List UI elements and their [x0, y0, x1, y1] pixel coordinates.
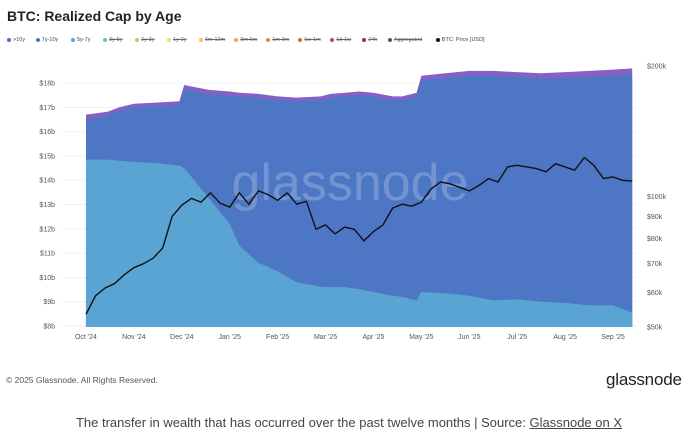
legend-label: BTC: Price [USD]	[441, 37, 485, 43]
legend-swatch	[387, 37, 392, 42]
x-tick-label: Jul '25	[507, 334, 527, 341]
legend-swatch	[103, 37, 107, 42]
brand-logo-text: glassnode	[606, 370, 682, 389]
y-right-tick-label: $100k	[647, 194, 667, 201]
legend-label: 1w-1m	[304, 37, 321, 43]
chart-watermark: glassnode	[231, 154, 468, 212]
legend-label: 1y-2y	[173, 37, 187, 43]
x-tick-label: Nov '24	[122, 334, 146, 341]
legend-item[interactable]: 5y-7y	[71, 37, 90, 43]
legend-swatch	[435, 37, 440, 42]
legend-label: 3y-5y	[109, 37, 123, 43]
caption-text: The transfer in wealth that has occurred…	[75, 415, 530, 430]
y-left-tick-label: $10b	[39, 275, 55, 282]
caption-source-link[interactable]: Glassnode on X	[529, 415, 623, 430]
x-tick-label: Jun '25	[458, 334, 480, 341]
legend-label: 1m-3m	[272, 37, 290, 43]
legend-item[interactable]: 1m-3m	[266, 37, 289, 43]
x-tick-label: Oct '24	[75, 334, 97, 341]
legend-label: 1d-1w	[336, 37, 352, 43]
legend-item[interactable]: 24h	[362, 37, 377, 43]
chart-areas	[85, 68, 633, 328]
y-right-tick-label: $90k	[647, 214, 663, 221]
chart-title: BTC: Realized Cap by Age	[7, 8, 182, 24]
legend-label: 5y-7y	[77, 37, 91, 43]
y-right-tick-label: $80k	[647, 236, 663, 243]
chart-y-axis-right: $50k $60k $70k $80k $90k $100k $200k	[647, 64, 667, 332]
y-right-tick-label: $60k	[647, 290, 663, 297]
x-tick-label: May '25	[409, 334, 433, 341]
legend-item[interactable]: 1w-1m	[298, 37, 321, 43]
price-line	[85, 156, 633, 315]
legend-swatch	[330, 37, 335, 42]
legend-item[interactable]: 3y-5y	[103, 37, 122, 43]
legend-swatch	[199, 37, 203, 42]
legend-swatch	[362, 37, 367, 42]
legend-item[interactable]: 1y-2y	[167, 37, 186, 43]
x-tick-label: Sep '25	[601, 334, 625, 341]
x-tick-label: Mar '25	[314, 334, 337, 341]
legend-item[interactable]: 2y-3y	[135, 37, 154, 43]
y-left-tick-label: $12b	[39, 226, 55, 233]
legend-label: 24h	[368, 37, 378, 43]
chart-price-line	[85, 156, 633, 315]
chart-legend: >10y 7y-10y 5y-7y 3y-5y 2y-3y 1y-2y 6m-12m 3m-6…	[7, 37, 697, 47]
y-right-tick-label: $200k	[647, 64, 667, 71]
x-tick-label: Apr '25	[362, 334, 384, 341]
legend-label: >10y	[13, 37, 26, 43]
x-tick-label: Feb '25	[266, 334, 289, 341]
chart-y-axis-left: $8b $9b $10b $11b $12b $13b $14b $15b $16b $17b $1…	[39, 81, 55, 331]
area-5y-7y	[85, 159, 633, 327]
legend-swatch	[167, 37, 171, 42]
legend-swatch	[7, 37, 11, 42]
x-tick-label: Dec '24	[170, 334, 194, 341]
legend-item[interactable]: BTC: Price [USD]	[435, 37, 485, 43]
y-left-tick-label: $14b	[39, 178, 55, 185]
legend-swatch	[298, 37, 303, 42]
y-left-tick-label: $13b	[39, 202, 55, 209]
legend-item[interactable]: Aggregated	[387, 37, 423, 43]
legend-label: 7y-10y	[41, 37, 59, 43]
y-left-tick-label: $18b	[39, 81, 55, 88]
legend-item[interactable]: 3m-6m	[234, 37, 257, 43]
x-tick-label: Jan '25	[219, 334, 241, 341]
y-left-tick-label: $15b	[39, 153, 55, 160]
legend-item[interactable]: >10y	[7, 37, 25, 43]
legend-swatch	[71, 37, 75, 42]
legend-swatch	[35, 37, 40, 42]
x-tick-label: Aug '25	[553, 334, 577, 341]
chart-plot: glassnode Oct '24 Nov '24 Dec '24 Jan '25 Fe…	[39, 64, 667, 342]
legend-label: 2y-3y	[141, 37, 155, 43]
legend-label: 6m-12m	[205, 37, 226, 43]
legend-swatch	[266, 37, 271, 42]
footer-copyright: © 2025 Glassnode. All Rights Reserved.	[6, 375, 158, 385]
y-right-tick-label: $70k	[647, 261, 663, 268]
legend-item[interactable]: 6m-12m	[199, 37, 225, 43]
y-left-tick-label: $17b	[39, 105, 55, 112]
legend-label: 3m-6m	[240, 37, 258, 43]
legend-item[interactable]: 7y-10y	[35, 37, 59, 43]
image-caption: The transfer in wealth that has occurred…	[0, 415, 698, 430]
legend-label: Aggregated	[393, 37, 423, 43]
chart-x-axis: Oct '24 Nov '24 Dec '24 Jan '25 Feb '25 Mar '…	[75, 334, 625, 341]
y-right-tick-label: $50k	[647, 325, 663, 332]
y-left-tick-label: $16b	[39, 129, 55, 136]
legend-swatch	[135, 37, 139, 42]
legend-swatch	[234, 37, 239, 42]
legend-item[interactable]: 1d-1w	[330, 37, 351, 43]
y-left-tick-label: $11b	[40, 251, 55, 258]
y-left-tick-label: $9b	[43, 299, 55, 306]
y-left-tick-label: $8b	[43, 324, 55, 331]
